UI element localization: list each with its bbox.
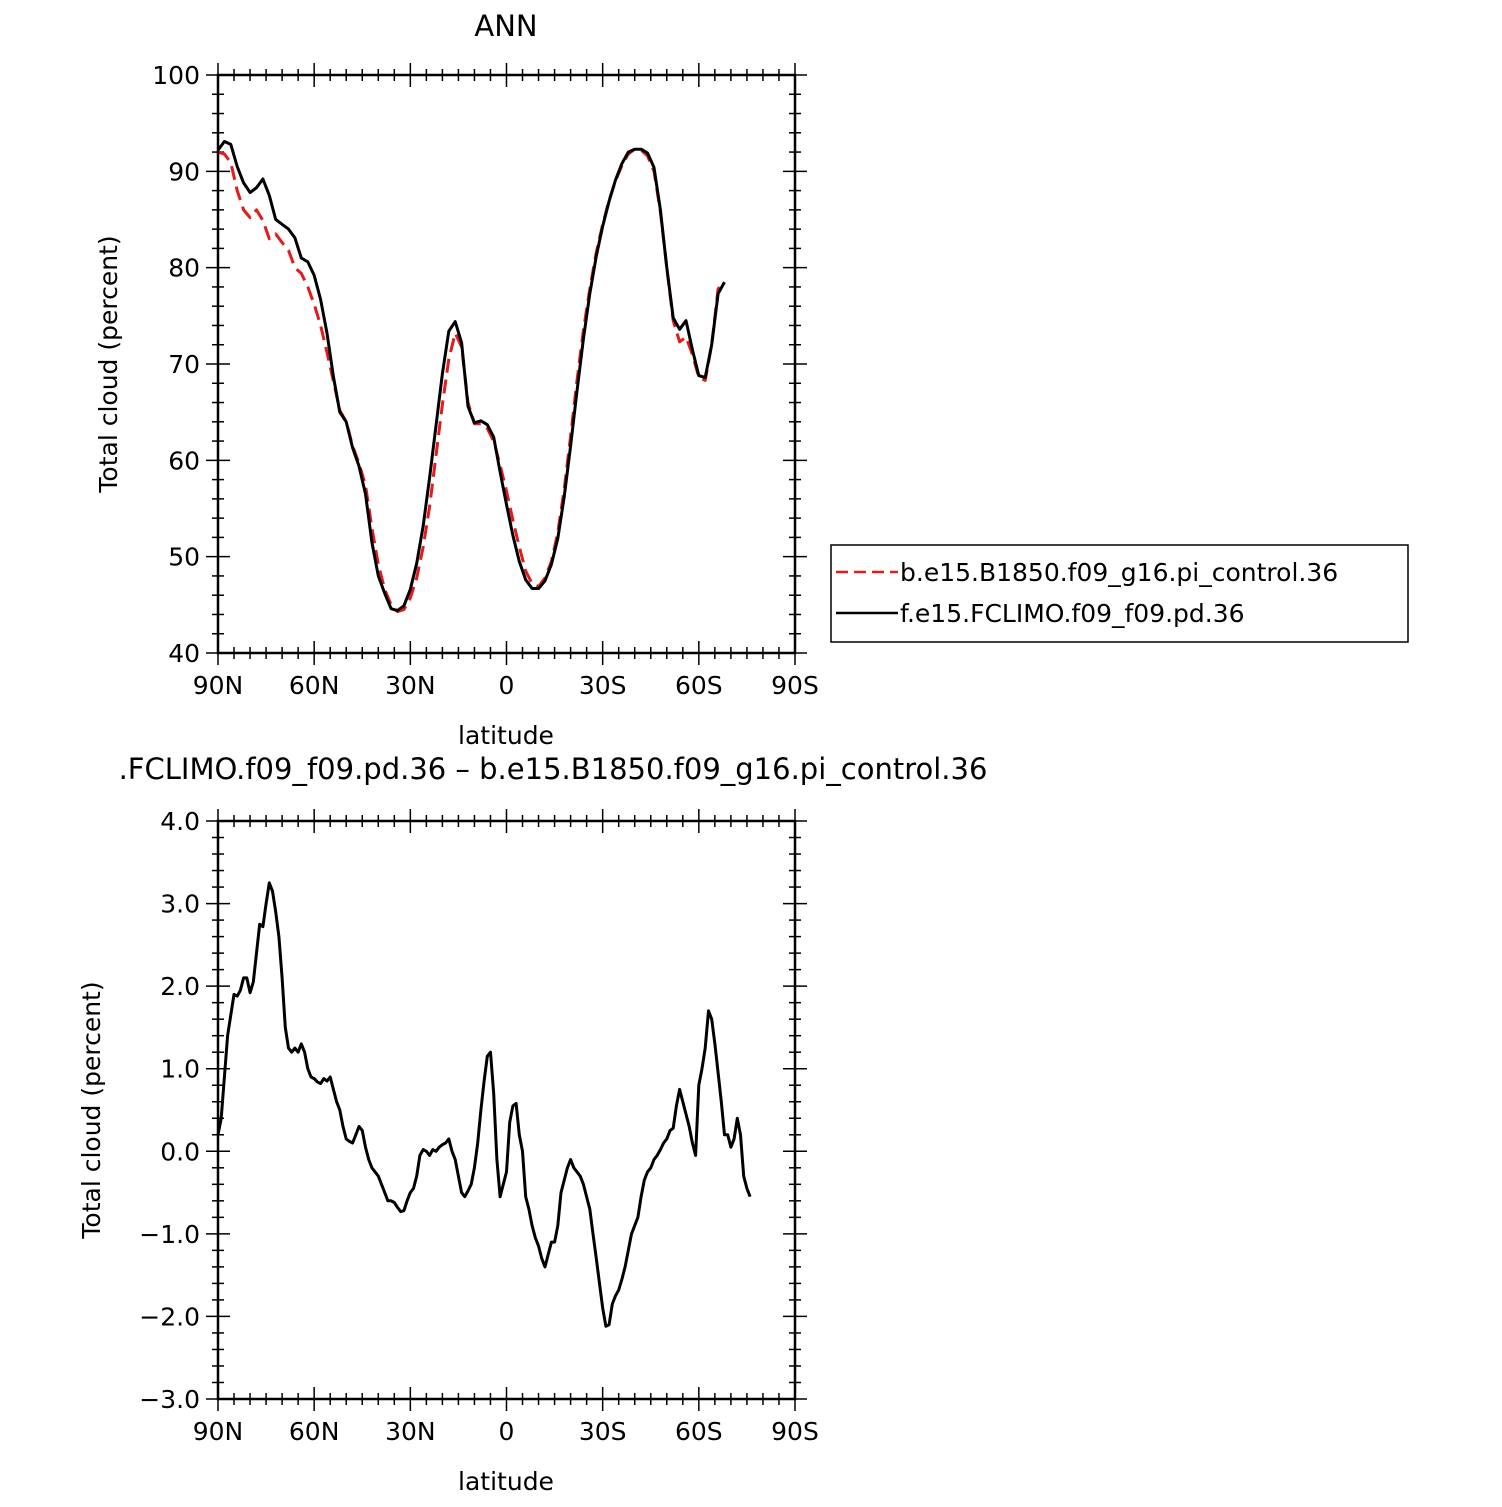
bottom-x-tick-labels: 90N 60N 30N 0 30S 60S 90S <box>193 1417 819 1446</box>
top-x-tick-label: 0 <box>499 671 515 700</box>
bottom-plot-frame <box>216 819 797 1401</box>
bot-y-tick-label: −3.0 <box>139 1385 200 1414</box>
bottom-plot-title: .FCLIMO.f09_f09.pd.36 – b.e15.B1850.f09_… <box>119 752 988 786</box>
bottom-panel: .FCLIMO.f09_f09.pd.36 – b.e15.B1850.f09_… <box>77 752 987 1496</box>
top-y-tick-label: 40 <box>168 639 200 668</box>
top-series-lines <box>216 140 726 614</box>
top-x-tick-label: 90N <box>193 671 244 700</box>
bot-x-tick-label: 90N <box>193 1417 244 1446</box>
top-x-tick-label: 60N <box>289 671 340 700</box>
top-y-tick-labels: 40 50 60 70 80 90 100 <box>152 61 200 668</box>
bot-x-tick-label: 60N <box>289 1417 340 1446</box>
top-x-tick-label: 90S <box>771 671 819 700</box>
bot-x-tick-label: 30N <box>385 1417 436 1446</box>
bot-x-tick-label: 90S <box>771 1417 819 1446</box>
top-y-tick-label: 60 <box>168 446 200 475</box>
top-y-tick-label: 90 <box>168 157 200 186</box>
legend-label-control: b.e15.B1850.f09_g16.pi_control.36 <box>900 558 1338 587</box>
bottom-x-axis-label: latitude <box>458 1467 554 1496</box>
bot-y-tick-label: −2.0 <box>139 1302 200 1331</box>
top-x-axis-label: latitude <box>458 721 554 750</box>
top-plot-title: ANN <box>474 9 537 43</box>
bottom-y-axis-label: Total cloud (percent) <box>77 981 106 1239</box>
bot-series-line-0 <box>216 881 752 1328</box>
top-tick-marks <box>206 63 807 665</box>
bot-x-tick-label: 30S <box>579 1417 627 1446</box>
top-x-tick-label: 60S <box>675 671 723 700</box>
legend: b.e15.B1850.f09_g16.pi_control.36 f.e15.… <box>830 544 1409 643</box>
bot-x-tick-label: 60S <box>675 1417 723 1446</box>
bot-y-tick-label: 1.0 <box>160 1055 200 1084</box>
bot-y-tick-label: 2.0 <box>160 972 200 1001</box>
top-series-line-0 <box>217 147 726 614</box>
bottom-tick-marks <box>206 809 807 1411</box>
bot-y-tick-label: 4.0 <box>160 807 200 836</box>
bot-x-tick-label: 0 <box>499 1417 515 1446</box>
top-x-tick-label: 30N <box>385 671 436 700</box>
top-y-tick-label: 80 <box>168 254 200 283</box>
top-y-tick-label: 70 <box>168 350 200 379</box>
top-y-tick-label: 100 <box>152 61 200 90</box>
top-x-tick-label: 30S <box>579 671 627 700</box>
legend-box <box>830 544 1409 643</box>
top-plot-frame <box>216 73 797 655</box>
top-x-tick-labels: 90N 60N 30N 0 30S 60S 90S <box>193 671 819 700</box>
top-y-tick-label: 50 <box>168 543 200 572</box>
legend-label-fclimo: f.e15.FCLIMO.f09_f09.pd.36 <box>900 599 1245 628</box>
bottom-y-tick-labels: −3.0 −2.0 −1.0 0.0 1.0 2.0 3.0 4.0 <box>139 807 200 1414</box>
bot-y-tick-label: 3.0 <box>160 890 200 919</box>
bot-y-tick-label: 0.0 <box>160 1137 200 1166</box>
bot-y-tick-label: −1.0 <box>139 1220 200 1249</box>
top-series-line-1 <box>216 140 726 613</box>
bottom-series-lines <box>216 881 752 1328</box>
top-y-axis-label: Total cloud (percent) <box>94 235 123 493</box>
